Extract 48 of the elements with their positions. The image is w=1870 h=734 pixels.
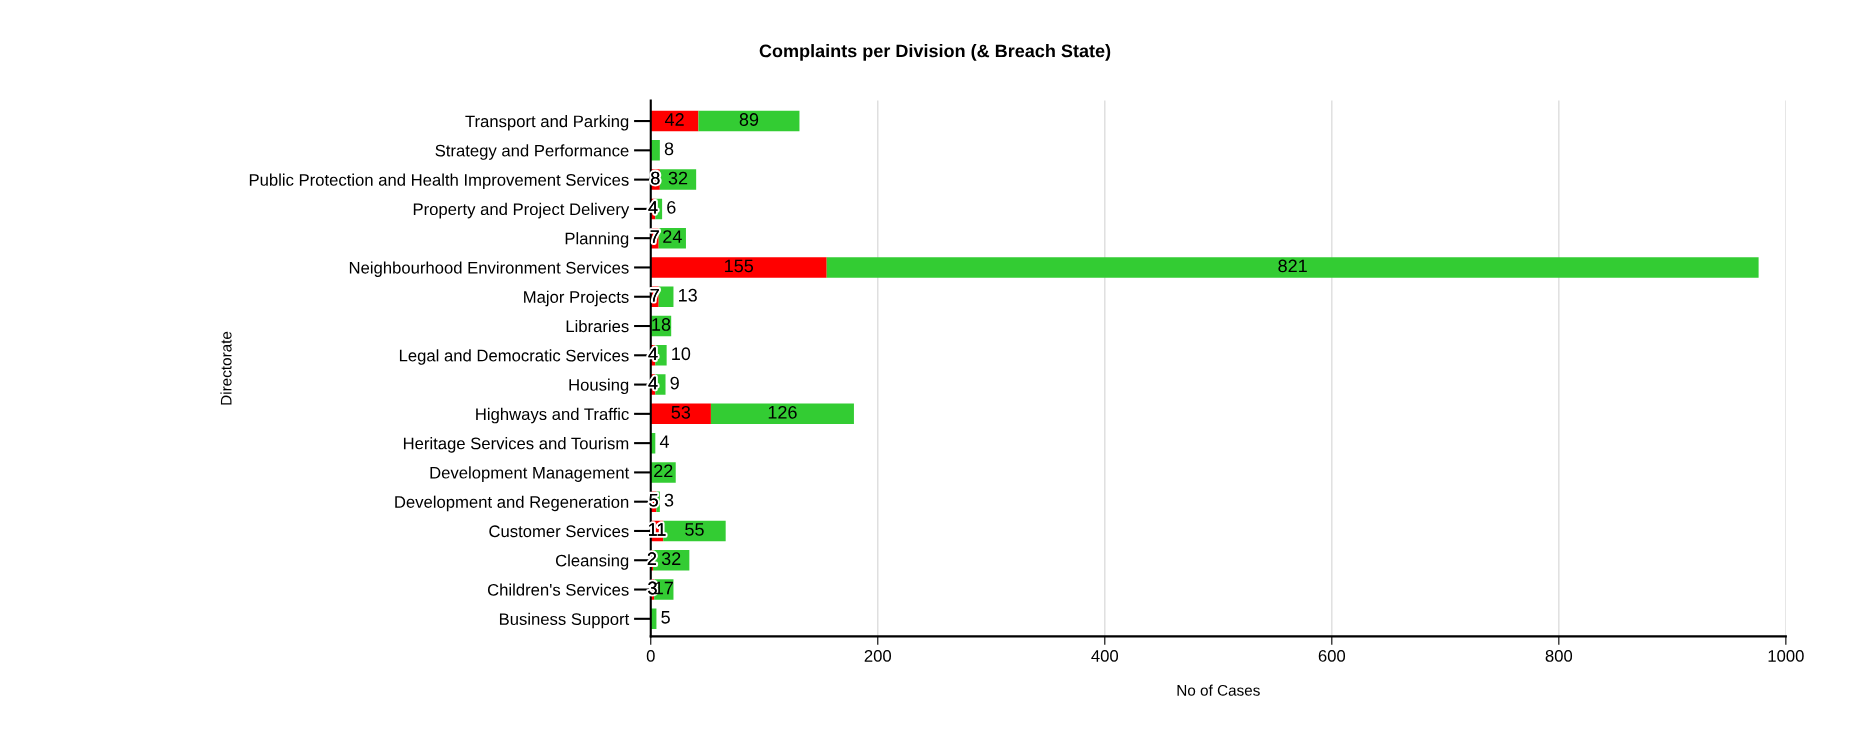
y-tick-label: Major Projects [524,290,629,307]
data-label: 4 [659,435,669,448]
y-tick-label: Development Management [430,466,630,482]
data-label: 32 [661,552,681,566]
y-axis-title: Directorate [220,331,232,405]
y-tick-label: Transport and Parking [465,115,629,131]
y-tick-label: Public Protection and Health Improvement Services [249,173,629,190]
y-tick-label: Development and Regeneration [395,495,629,512]
y-tick-label: Planning [565,232,629,248]
x-tick-label: 800 [1545,650,1573,662]
y-tick-label: Housing [569,378,629,395]
data-label: 18 [652,318,671,331]
data-label: 32 [668,171,688,185]
y-tick-label: Libraries [566,319,629,333]
x-tick-label: 1000 [1768,650,1804,662]
y-tick-label: Customer Services [489,524,629,538]
y-tick-label: Neighbourhood Environment Services [349,261,629,277]
y-tick-label: Property and Project Delivery [413,202,630,219]
y-tick-label: Cleansing [555,554,629,570]
data-label: 5 [661,611,670,624]
data-label: 821 [1278,259,1307,273]
x-axis-title: No of Cases [1177,684,1260,696]
data-label: 53 [671,405,691,419]
data-label: 10 [672,347,691,361]
data-label: 126 [768,405,797,419]
x-tick-label: 0 [646,650,655,662]
data-label: 55 [685,523,704,536]
x-tick-label: 200 [864,650,892,662]
x-tick-label: 400 [1091,650,1119,662]
data-label: 8 [664,142,674,156]
data-label: 89 [739,113,759,126]
data-label: 24 [663,230,682,243]
y-tick-label: Strategy and Performance [435,144,629,160]
y-tick-label: Children's Services [487,583,629,596]
y-tick-label: Legal and Democratic Services [399,349,629,365]
data-label: 17 [655,581,673,595]
data-label: 13 [679,288,697,302]
y-tick-label: Business Support [499,612,630,629]
data-label: 9 [670,376,679,390]
data-label: 155 [725,259,754,273]
data-label: 42 [664,113,684,126]
x-tick-label: 600 [1318,650,1346,662]
data-label: 6 [667,200,676,214]
y-tick-label: Highways and Traffic [476,407,629,424]
y-tick-label: Heritage Services and Tourism [403,437,629,453]
chart-title: Complaints per Division (& Breach State) [759,44,1111,61]
data-label: 3 [664,493,674,507]
data-label: 22 [654,464,673,478]
